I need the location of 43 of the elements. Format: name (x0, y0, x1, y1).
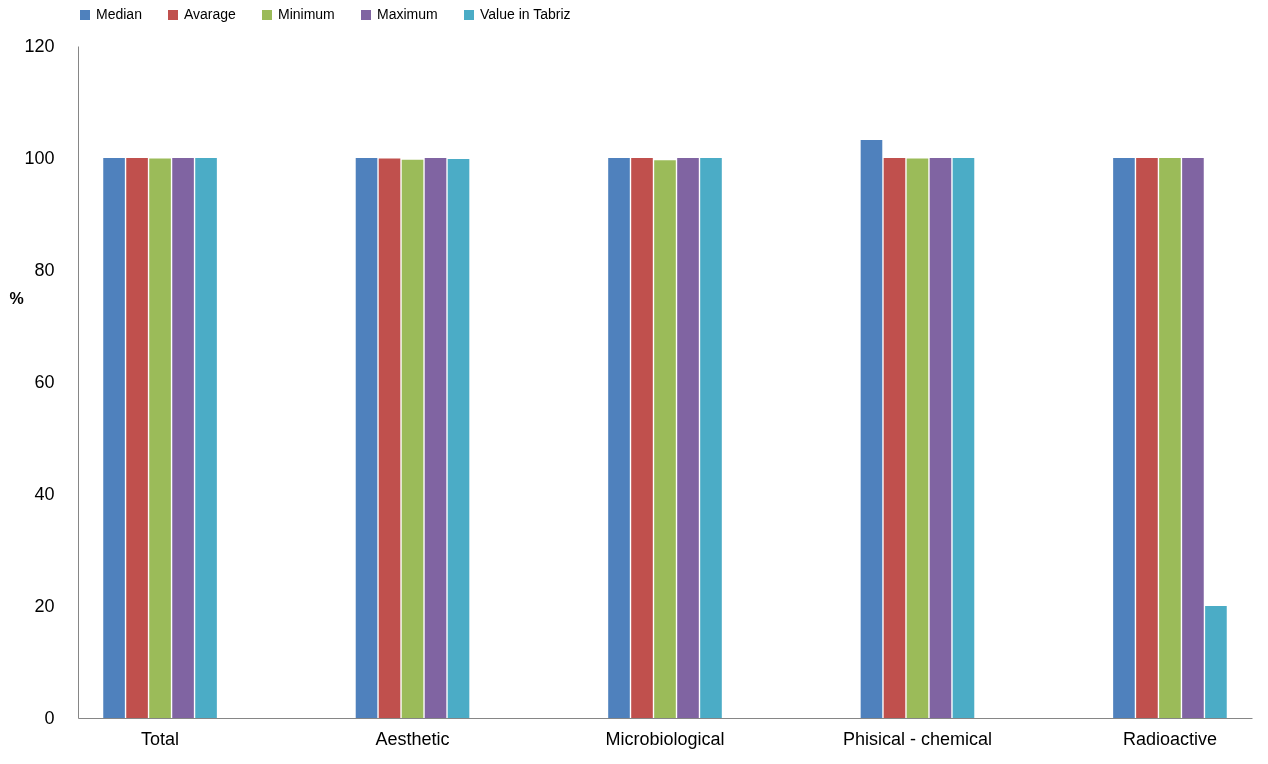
x-tick-label: Total (141, 728, 180, 749)
x-tick-label: Aesthetic (375, 728, 450, 749)
bar (929, 158, 952, 718)
x-tick-label: Microbiological (605, 728, 725, 749)
bar (103, 158, 125, 718)
bar (424, 158, 447, 718)
bar (355, 158, 378, 718)
bar (1205, 606, 1227, 718)
y-tick-label: 80 (34, 259, 55, 280)
y-tick-label: 0 (44, 707, 55, 728)
bar (149, 158, 171, 718)
legend-label: Minimum (278, 6, 335, 22)
bar (677, 158, 699, 718)
bar (1136, 158, 1158, 718)
bar (401, 159, 424, 718)
bar (378, 158, 401, 718)
bar (447, 159, 470, 718)
y-tick-label: 20 (34, 595, 55, 616)
bar (860, 140, 883, 718)
y-axis-title: % (9, 289, 24, 307)
legend-label: Maximum (377, 6, 438, 22)
y-tick-label: 120 (24, 35, 55, 56)
bar (631, 158, 653, 718)
bar (126, 158, 148, 718)
bar (1113, 158, 1135, 718)
bar (654, 160, 676, 718)
y-tick-label: 40 (34, 483, 55, 504)
legend-label: Median (96, 6, 142, 22)
legend-label: Avarage (184, 6, 237, 22)
bar (906, 158, 929, 718)
legend-label: Value in Tabriz (480, 6, 571, 22)
x-tick-label: Phisical - chemical (842, 728, 992, 749)
bar (1182, 158, 1204, 718)
x-tick-label: Radioactive (1122, 728, 1217, 749)
bar (608, 158, 630, 718)
y-tick-label: 60 (34, 371, 55, 392)
bar (883, 158, 906, 718)
bar (700, 158, 722, 718)
bar (1159, 158, 1181, 718)
bar (195, 158, 217, 718)
y-tick-label: 100 (24, 147, 55, 168)
bar (172, 158, 194, 718)
bar (952, 158, 975, 718)
